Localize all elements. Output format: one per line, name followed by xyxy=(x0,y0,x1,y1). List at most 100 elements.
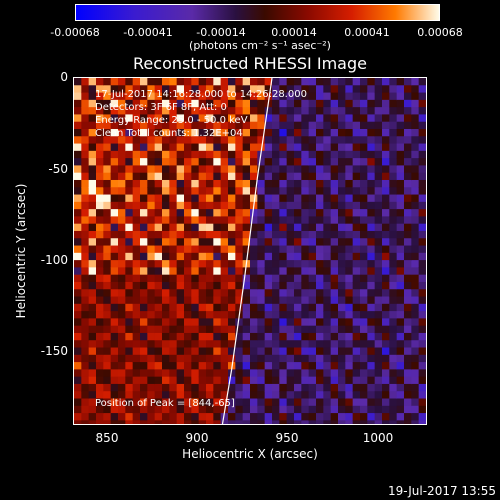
heatmap-cell xyxy=(206,347,214,356)
heatmap-cell xyxy=(81,216,90,225)
heatmap-cell xyxy=(220,340,229,349)
heatmap-cell xyxy=(301,281,310,290)
heatmap-cell xyxy=(242,362,251,370)
heatmap-cell xyxy=(272,114,280,123)
heatmap-cell xyxy=(374,376,383,385)
heatmap-cell xyxy=(88,223,97,232)
heatmap-cell xyxy=(81,128,90,137)
heatmap-cell xyxy=(338,391,346,400)
heatmap-cell xyxy=(301,303,310,312)
annotation-total-counts: Clean Total counts: 1.32E+04 xyxy=(95,128,243,139)
heatmap-cell xyxy=(110,362,119,370)
heatmap-cell xyxy=(308,245,317,254)
heatmap-cell xyxy=(330,179,339,188)
heatmap-cell xyxy=(279,136,288,145)
heatmap-cell xyxy=(272,289,280,298)
heatmap-cell xyxy=(125,92,134,101)
heatmap-cell xyxy=(176,391,185,400)
heatmap-cell xyxy=(279,238,288,247)
heatmap-cell xyxy=(118,92,126,101)
heatmap-cell xyxy=(235,172,244,181)
heatmap-cell xyxy=(74,92,82,101)
heatmap-cell xyxy=(250,391,258,400)
heatmap-cell xyxy=(74,420,82,424)
heatmap-cell xyxy=(374,325,383,334)
heatmap-cell xyxy=(330,92,339,101)
heatmap-cell xyxy=(242,347,251,356)
heatmap-cell xyxy=(228,340,236,349)
heatmap-cell xyxy=(213,150,222,159)
heatmap-cell xyxy=(272,413,280,421)
heatmap-cell xyxy=(418,318,426,327)
heatmap-cell xyxy=(96,107,104,116)
heatmap-cell xyxy=(257,260,266,268)
heatmap-cell xyxy=(404,274,412,283)
heatmap-cell xyxy=(140,303,148,312)
heatmap-cell xyxy=(352,311,361,319)
heatmap-cell xyxy=(264,107,273,116)
heatmap-cell xyxy=(411,245,420,254)
heatmap-cell xyxy=(206,158,214,167)
heatmap-cell xyxy=(220,238,229,247)
heatmap-cell xyxy=(374,216,383,225)
heatmap-cell xyxy=(382,362,390,370)
heatmap-cell xyxy=(118,107,126,116)
heatmap-cell xyxy=(404,99,412,108)
heatmap-cell xyxy=(367,413,376,421)
heatmap-cell xyxy=(330,274,339,283)
heatmap-cell xyxy=(88,420,97,424)
heatmap-cell xyxy=(374,223,383,232)
heatmap-cell xyxy=(323,194,332,203)
heatmap-cell xyxy=(176,179,185,188)
heatmap-cell xyxy=(338,187,346,196)
heatmap-cell xyxy=(220,398,229,407)
heatmap-cell xyxy=(191,318,200,327)
heatmap-cell xyxy=(338,143,346,152)
heatmap-cell xyxy=(382,238,390,247)
heatmap-cell xyxy=(250,318,258,327)
heatmap-cell xyxy=(132,114,141,123)
heatmap-cell xyxy=(88,303,97,312)
heatmap-cell xyxy=(367,209,376,217)
heatmap-cell xyxy=(257,376,266,385)
heatmap-cell xyxy=(411,121,420,130)
heatmap-cell xyxy=(110,216,119,225)
heatmap-cell xyxy=(338,230,346,239)
heatmap-cell xyxy=(154,289,163,298)
heatmap-cell xyxy=(389,252,398,261)
heatmap-cell xyxy=(169,230,178,239)
heatmap-cell xyxy=(169,78,178,86)
heatmap-cell xyxy=(404,362,412,370)
heatmap-cell xyxy=(176,121,185,130)
heatmap-cell xyxy=(294,78,302,86)
heatmap-cell xyxy=(213,209,222,217)
heatmap-cell xyxy=(360,347,368,356)
heatmap-cell xyxy=(404,296,412,305)
heatmap-cell xyxy=(338,318,346,327)
heatmap-cell xyxy=(169,114,178,123)
heatmap-cell xyxy=(132,369,141,378)
heatmap-cell xyxy=(74,179,82,188)
plot-date: 19-Jul-2017 13:55 xyxy=(387,484,496,498)
heatmap-cell xyxy=(308,347,317,356)
heatmap-cell xyxy=(250,114,258,123)
heatmap-cell xyxy=(352,114,361,123)
heatmap-cell xyxy=(404,201,412,210)
heatmap-cell xyxy=(286,128,295,137)
heatmap-cell xyxy=(169,209,178,217)
heatmap-cell xyxy=(176,281,185,290)
heatmap-cell xyxy=(176,136,185,145)
heatmap-cell xyxy=(176,238,185,247)
heatmap-cell xyxy=(198,311,207,319)
heatmap-cell xyxy=(352,405,361,414)
heatmap-cell xyxy=(301,201,310,210)
heatmap-cell xyxy=(206,99,214,108)
heatmap-cell xyxy=(308,376,317,385)
heatmap-cell xyxy=(272,303,280,312)
heatmap-cell xyxy=(198,318,207,327)
heatmap-cell xyxy=(81,99,90,108)
heatmap-cell xyxy=(235,369,244,378)
heatmap-cell xyxy=(74,201,82,210)
heatmap-cell xyxy=(360,78,368,86)
heatmap-cell xyxy=(286,216,295,225)
